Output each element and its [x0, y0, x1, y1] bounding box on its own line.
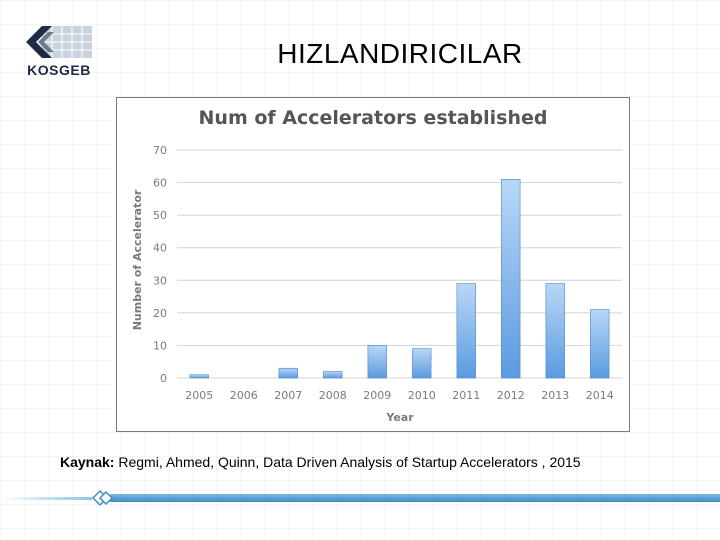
x-axis-ticks: 2005 2006 2007 2008 2009 2010 2011 2012 2013 2014 — [185, 389, 614, 402]
bar-2010 — [412, 348, 432, 379]
source-text: Regmi, Ahmed, Quinn, Data Driven Analysi… — [114, 454, 581, 470]
x-tick-label: 2005 — [185, 389, 213, 402]
y-tick-label: 50 — [153, 209, 167, 222]
x-tick-label: 2006 — [230, 389, 258, 402]
diamond-arrow-icon — [92, 489, 114, 507]
bar-2012 — [501, 179, 521, 379]
bar-2008 — [323, 371, 343, 379]
y-tick-label: 10 — [153, 339, 167, 352]
bar-2007 — [278, 367, 298, 379]
bar-2009 — [367, 345, 387, 379]
footer-bar — [110, 494, 720, 502]
y-axis-ticks: 0 10 20 30 40 50 60 70 — [153, 144, 167, 385]
x-tick-label: 2012 — [497, 389, 525, 402]
x-tick-label: 2010 — [408, 389, 436, 402]
x-tick-label: 2008 — [319, 389, 347, 402]
x-tick-label: 2009 — [363, 389, 391, 402]
logo-text: KOSGEB — [27, 62, 91, 78]
chart-title: Num of Accelerators established — [199, 107, 548, 129]
y-tick-label: 0 — [160, 372, 167, 385]
bar-chart: Num of Accelerators established 0 10 20 30 4… — [131, 107, 622, 424]
bar-2011 — [456, 283, 476, 379]
slide-title: HIZLANDIRICILAR — [277, 38, 523, 69]
gridlines — [177, 149, 622, 379]
x-axis-label: Year — [385, 411, 414, 424]
source-label: Kaynak: — [60, 454, 115, 470]
x-tick-label: 2011 — [452, 389, 480, 402]
source-citation: Kaynak: Regmi, Ahmed, Quinn, Data Driven… — [60, 454, 700, 470]
bar-2013 — [545, 283, 565, 379]
x-tick-label: 2014 — [586, 389, 614, 402]
bars — [189, 179, 610, 379]
y-tick-label: 40 — [153, 242, 167, 255]
x-tick-label: 2013 — [541, 389, 569, 402]
bar-2014 — [590, 309, 610, 379]
y-tick-label: 20 — [153, 307, 167, 320]
y-tick-label: 60 — [153, 177, 167, 190]
y-tick-label: 30 — [153, 274, 167, 287]
chart-frame: Num of Accelerators established 0 10 20 30 4… — [116, 97, 630, 432]
bar-2005 — [189, 374, 209, 379]
logo-mark-icon — [26, 26, 92, 58]
y-axis-label: Number of Accelerator — [131, 189, 144, 330]
y-tick-label: 70 — [153, 144, 167, 157]
footer-line-left — [0, 497, 92, 500]
x-tick-label: 2007 — [274, 389, 302, 402]
kosgeb-logo: KOSGEB — [22, 22, 96, 82]
